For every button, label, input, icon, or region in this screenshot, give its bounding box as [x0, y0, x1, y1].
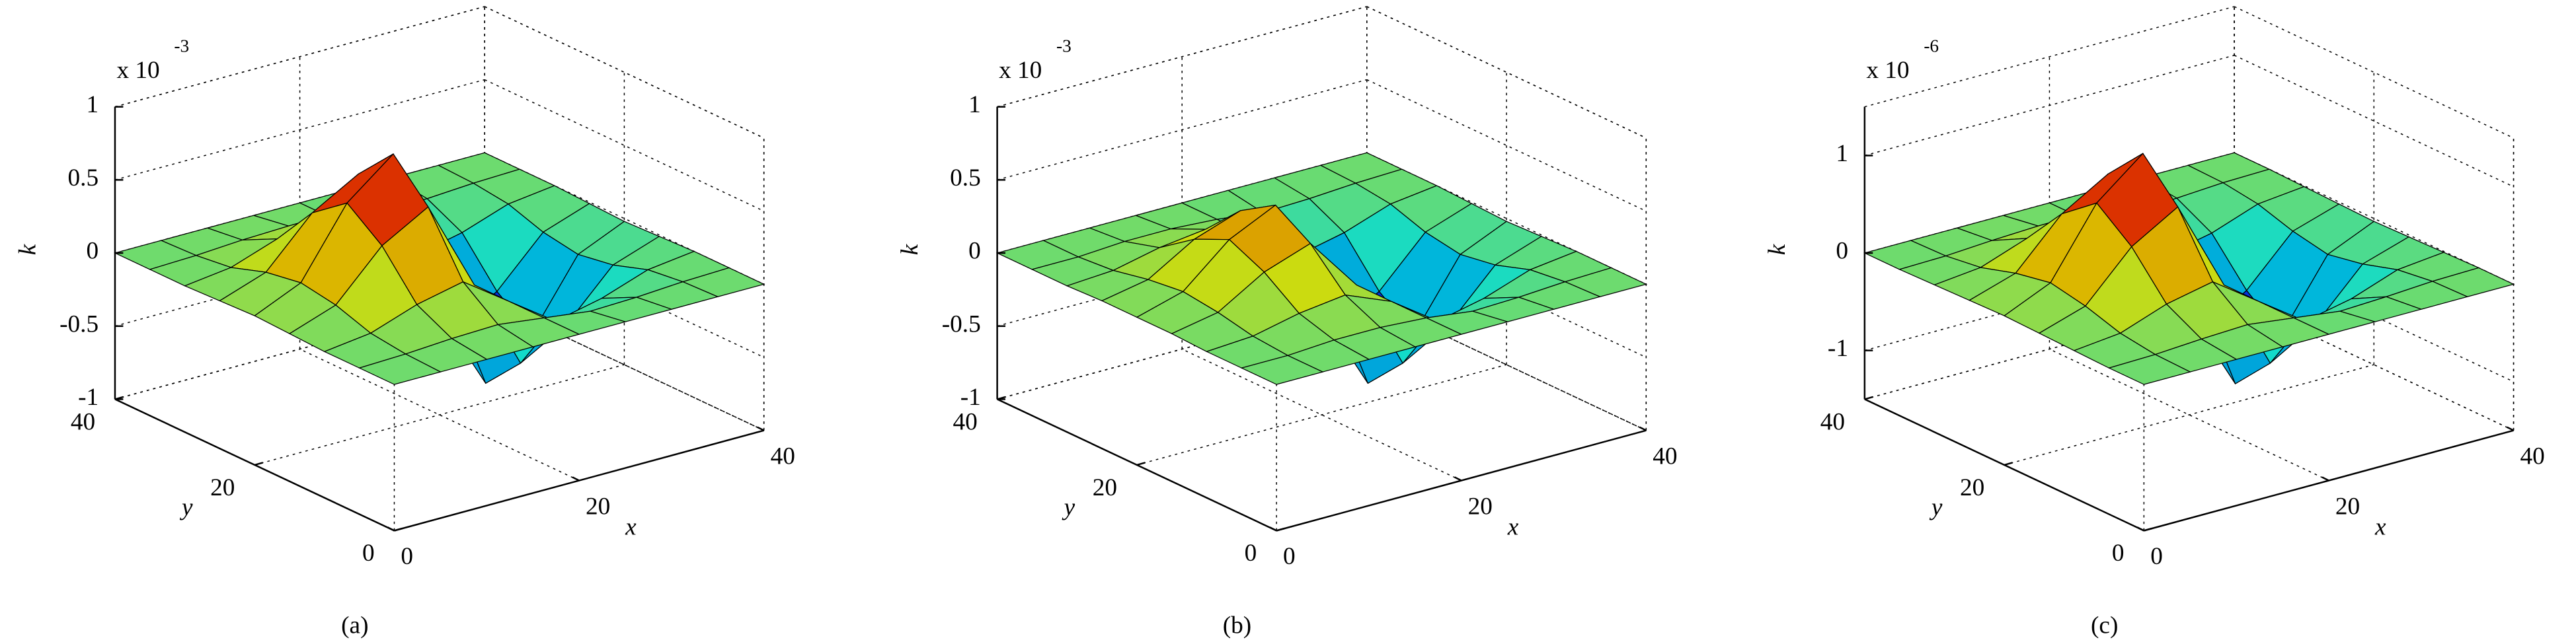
grid-line: [484, 225, 764, 358]
tick-mark: [2004, 462, 2013, 466]
grid-line: [114, 6, 485, 108]
tick-mark: [1269, 526, 1277, 532]
x-axis-label: x: [2374, 513, 2386, 540]
y-tick-label: 20: [210, 474, 235, 501]
multiplier-base: x 10: [1866, 57, 1909, 84]
y-tick-label: 20: [1093, 474, 1117, 501]
x-tick-label: 20: [586, 493, 610, 520]
tick-mark: [254, 462, 263, 466]
y-tick-label: 20: [1960, 474, 1984, 501]
multiplier-base: x 10: [999, 57, 1042, 84]
tick-mark: [572, 476, 580, 482]
grid-line: [1366, 225, 1647, 358]
z-tick-label: 0: [1836, 238, 1848, 265]
tick-mark: [114, 396, 124, 400]
grid-line: [299, 348, 580, 482]
x-tick-label: 40: [771, 443, 795, 470]
multiplier-exponent: -6: [1924, 36, 1939, 55]
grid-line: [114, 298, 485, 400]
z-tick-label: -1: [960, 384, 981, 411]
z-tick-label: 0.5: [950, 164, 981, 192]
panel-caption: (c): [2091, 612, 2118, 639]
grid-line: [254, 364, 625, 466]
multiplier-exponent: -3: [174, 36, 189, 55]
tick-mark: [394, 527, 403, 532]
multiplier-base: x 10: [116, 57, 159, 84]
y-axis-label: y: [1929, 494, 1943, 521]
grid-line: [2004, 364, 2374, 466]
panel-caption: (b): [1223, 612, 1251, 639]
grid-line: [1366, 299, 1647, 431]
box-edge: [1864, 6, 2235, 108]
surface-patch: [1240, 355, 1324, 385]
tick-mark: [1639, 426, 1647, 431]
grid-line: [484, 299, 764, 431]
grid-line: [1864, 298, 2235, 400]
grid-line: [484, 6, 764, 139]
surface-patch: [2107, 354, 2191, 385]
z-axis-label: k: [14, 243, 41, 255]
z-tick-label: 1: [86, 91, 98, 118]
y-tick-label: 40: [1820, 408, 1845, 435]
z-tick-label: 0: [968, 238, 981, 265]
z-tick-label: 1: [968, 91, 981, 118]
tick-mark: [1454, 476, 1462, 482]
tick-mark: [757, 426, 765, 431]
z-tick-label: -1: [1828, 335, 1848, 362]
tick-mark: [2322, 476, 2329, 482]
x-tick-label: 40: [1653, 443, 1677, 470]
grid-line: [484, 79, 764, 212]
x-tick-label: 20: [1468, 493, 1493, 520]
x-tick-label: 0: [1283, 543, 1296, 570]
grid-line: [1136, 364, 1507, 466]
multiplier-exponent: -3: [1056, 36, 1072, 55]
grid-line: [1366, 79, 1647, 212]
panel-caption: (a): [341, 612, 368, 639]
tick-mark: [1136, 462, 1146, 466]
y-tick-label: 0: [1245, 540, 1257, 567]
z-tick-label: -0.5: [59, 310, 98, 338]
y-axis-label: y: [1062, 494, 1075, 521]
x-tick-label: 0: [401, 543, 413, 570]
box-edge: [2234, 6, 2514, 139]
surface-patch: [358, 353, 442, 385]
x-axis-label: x: [625, 513, 637, 540]
z-tick-label: 0: [86, 238, 98, 265]
surface-plot: -1 -0.5 0 0.5 1 0 20 40 0 20 40 k y x x 10 -3 (a): [14, 6, 795, 639]
grid-line: [2234, 55, 2514, 188]
z-tick-label: 1: [1836, 140, 1848, 167]
tick-mark: [2144, 527, 2153, 532]
grid-line: [2234, 250, 2514, 382]
x-tick-label: 40: [2520, 443, 2544, 470]
grid-line: [997, 298, 1367, 400]
grid-line: [2049, 348, 2329, 482]
tick-mark: [387, 526, 395, 532]
tick-mark: [2136, 526, 2144, 532]
tick-mark: [997, 396, 1006, 400]
tick-mark: [1276, 527, 1285, 532]
y-axis-label: y: [179, 494, 193, 521]
z-axis-label: k: [896, 243, 923, 255]
x-tick-label: 20: [2335, 493, 2360, 520]
z-axis-label: k: [1764, 243, 1791, 255]
grid-line: [1181, 348, 1462, 482]
grid-line: [997, 6, 1367, 108]
tick-mark: [1864, 396, 1873, 400]
z-tick-label: -0.5: [942, 310, 981, 338]
grid-line: [1366, 6, 1647, 139]
surface-plot: -1 -0.5 0 0.5 1 0 20 40 0 20 40 k y x x 10 -3 (b): [896, 6, 1678, 639]
y-tick-label: 0: [362, 540, 375, 567]
z-tick-label: 0.5: [68, 164, 99, 192]
y-tick-label: 40: [71, 408, 95, 435]
y-tick-label: 0: [2112, 540, 2125, 567]
tick-mark: [2507, 426, 2515, 431]
x-axis-label: x: [1507, 513, 1519, 540]
y-tick-label: 40: [953, 408, 978, 435]
x-tick-label: 0: [2150, 543, 2163, 570]
z-tick-label: -1: [78, 384, 98, 411]
